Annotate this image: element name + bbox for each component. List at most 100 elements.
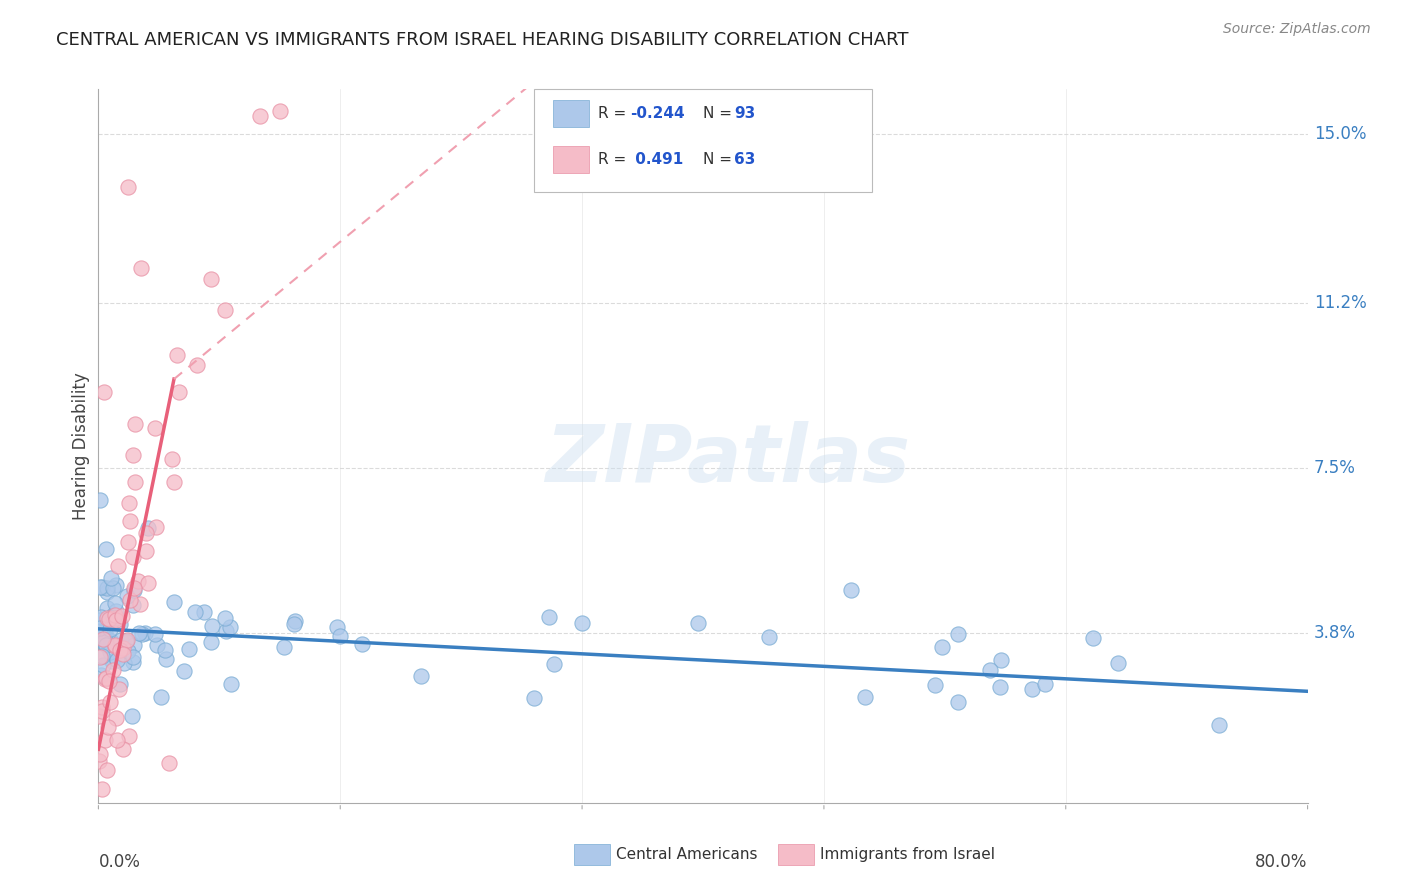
Point [94, 541, 117, 556]
Point [103, 607, 125, 622]
Point [112, 657, 135, 671]
Point [131, 627, 153, 641]
Point [94, 637, 117, 651]
Point [104, 596, 127, 610]
Point [96, 601, 118, 615]
Point [108, 682, 131, 697]
Point [990, 653, 1012, 667]
Point [924, 678, 946, 692]
Point [162, 452, 184, 467]
Point [283, 616, 305, 631]
Point [121, 708, 143, 723]
Point [114, 634, 136, 648]
Text: 0.491: 0.491 [630, 153, 683, 167]
Point [96, 582, 118, 596]
Point [105, 652, 128, 666]
Point [94, 631, 117, 645]
Point [96, 610, 118, 624]
Point [946, 695, 969, 709]
Point [89, 754, 111, 768]
Point [118, 496, 141, 510]
Point [409, 669, 432, 683]
Point [200, 635, 222, 649]
Point [186, 359, 208, 373]
Point [105, 613, 128, 627]
Point [105, 711, 128, 725]
Text: 93: 93 [734, 106, 755, 120]
Point [179, 642, 201, 657]
Point [1021, 682, 1043, 697]
Point [89, 649, 111, 664]
Point [100, 622, 122, 636]
Point [979, 664, 1001, 678]
Point [157, 756, 180, 770]
Point [122, 582, 145, 597]
Text: Source: ZipAtlas.com: Source: ZipAtlas.com [1223, 22, 1371, 37]
Point [93, 385, 115, 400]
Point [93, 632, 115, 647]
Point [273, 640, 295, 654]
Text: 80.0%: 80.0% [1256, 853, 1308, 871]
Point [143, 421, 166, 435]
Text: 63: 63 [734, 153, 755, 167]
Point [1208, 718, 1230, 732]
Point [122, 582, 145, 596]
Point [94, 732, 117, 747]
Point [122, 550, 145, 565]
Point [758, 631, 780, 645]
Text: R =: R = [598, 153, 631, 167]
Point [90, 610, 112, 624]
Point [89, 709, 111, 723]
Point [108, 642, 131, 657]
Point [329, 629, 352, 643]
Point [94, 626, 117, 640]
Text: 0.0%: 0.0% [98, 853, 141, 871]
Point [91, 657, 114, 672]
Point [284, 614, 307, 628]
Text: 3.8%: 3.8% [1313, 624, 1355, 642]
Point [107, 559, 129, 574]
Point [135, 543, 157, 558]
Text: N =: N = [703, 153, 737, 167]
Point [104, 638, 127, 652]
Point [93, 619, 115, 633]
Point [946, 626, 969, 640]
Point [101, 609, 124, 624]
Point [103, 582, 125, 596]
Point [118, 729, 141, 743]
Point [269, 104, 291, 119]
Point [128, 626, 150, 640]
Point [122, 655, 145, 669]
Point [94, 671, 117, 685]
Point [98, 611, 121, 625]
Point [98, 645, 121, 659]
Point [122, 638, 145, 652]
Point [325, 619, 347, 633]
Point [990, 681, 1012, 695]
Point [184, 605, 207, 619]
Point [89, 580, 111, 594]
Point [686, 616, 709, 631]
Point [219, 620, 242, 634]
Point [219, 677, 242, 691]
Point [91, 581, 114, 595]
Point [100, 634, 122, 648]
Point [104, 604, 127, 618]
Point [166, 348, 188, 362]
Point [110, 677, 132, 691]
Point [1033, 676, 1056, 690]
Point [127, 574, 149, 588]
Point [200, 272, 222, 286]
Point [145, 520, 167, 534]
Point [101, 610, 124, 624]
Point [135, 526, 157, 541]
Point [90, 699, 112, 714]
Text: -0.244: -0.244 [630, 106, 685, 120]
Point [124, 417, 146, 431]
Point [124, 475, 146, 489]
Point [215, 624, 238, 638]
Point [89, 492, 111, 507]
Point [118, 593, 141, 607]
Text: CENTRAL AMERICAN VS IMMIGRANTS FROM ISRAEL HEARING DISABILITY CORRELATION CHART: CENTRAL AMERICAN VS IMMIGRANTS FROM ISRA… [56, 31, 908, 49]
Point [100, 571, 122, 585]
